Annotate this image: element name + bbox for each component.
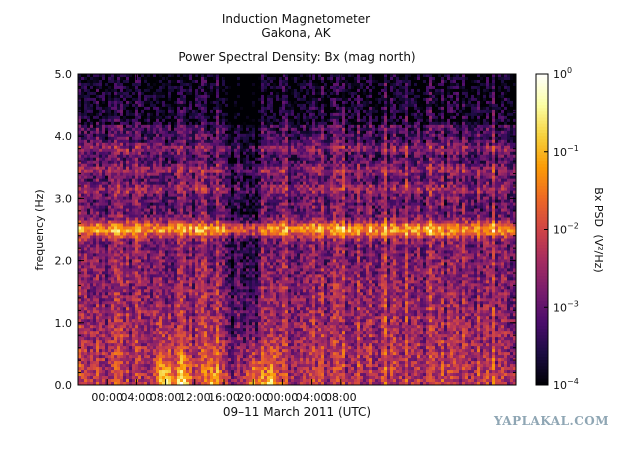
y-tick-label: 1.0 [55, 317, 73, 330]
x-axis-label: 09–11 March 2011 (UTC) [223, 405, 371, 419]
y-tick-label: 2.0 [55, 255, 73, 268]
x-tick-label: 20:00 [237, 391, 269, 404]
colorbar: 100 10−1 10−2 10−3 10−4 [535, 66, 579, 392]
x-tick-label: 04:00 [121, 391, 153, 404]
y-tick-label: 4.0 [55, 130, 73, 143]
x-tick-label: 08:00 [150, 391, 182, 404]
watermark: YAPLAKAL.COM [493, 414, 609, 428]
colorbar-label: Bx PSD (V²/Hz) [592, 187, 605, 272]
y-axis-label: frequency (Hz) [33, 189, 46, 270]
chart-title-line2: Gakona, AK [261, 26, 331, 40]
x-tick-label: 04:00 [296, 391, 328, 404]
x-tick-label: 00:00 [267, 391, 299, 404]
spectrogram-plot [78, 74, 517, 386]
y-tick-label: 5.0 [55, 68, 73, 81]
x-tick-label: 12:00 [179, 391, 211, 404]
x-tick-label: 08:00 [325, 391, 357, 404]
colorbar-label-text: Bx PSD [592, 187, 605, 227]
colorbar-tick-label: 10−3 [553, 299, 579, 314]
colorbar-tick-label: 100 [553, 66, 572, 81]
x-tick-label: 16:00 [208, 391, 240, 404]
colorbar-tick-label: 10−4 [553, 377, 579, 392]
x-tick-label: 00:00 [91, 391, 123, 404]
y-tick-label: 3.0 [55, 192, 73, 205]
plot-axes: 0.01.02.03.04.05.000:0004:0008:0012:0016… [55, 68, 517, 404]
colorbar-label-units: (V²/Hz) [592, 234, 605, 272]
colorbar-tick-label: 10−1 [553, 144, 579, 159]
chart-subtitle: Power Spectral Density: Bx (mag north) [178, 50, 415, 64]
colorbar-tick-label: 10−2 [553, 222, 579, 237]
y-tick-label: 0.0 [55, 379, 73, 392]
chart-title-line1: Induction Magnetometer [222, 12, 370, 26]
